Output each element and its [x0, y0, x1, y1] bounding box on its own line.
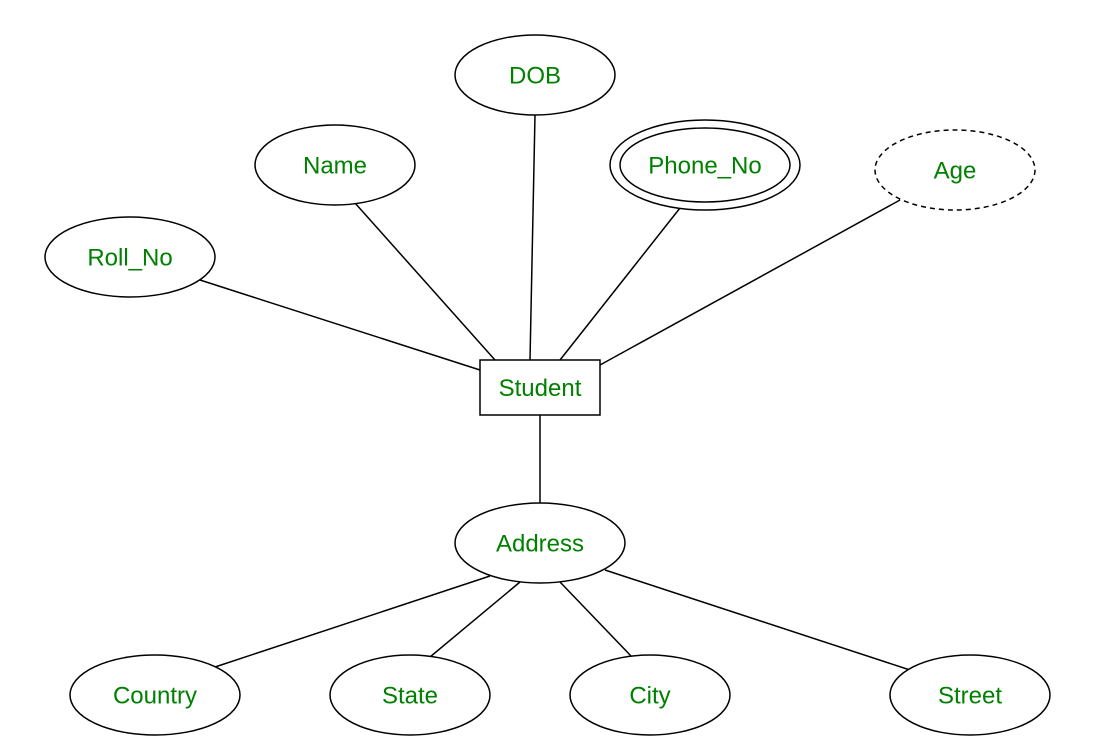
- edge-student-dob: [530, 115, 535, 360]
- attribute-label: City: [629, 682, 670, 709]
- attribute-name: Name: [255, 125, 415, 205]
- attribute-city: City: [570, 655, 730, 735]
- edge-address-city: [560, 582, 632, 657]
- attribute-dob: DOB: [455, 35, 615, 115]
- entity-student: Student: [480, 360, 600, 415]
- attribute-state: State: [330, 655, 490, 735]
- edge-address-country: [215, 576, 490, 667]
- attribute-phone_no: Phone_No: [610, 120, 800, 210]
- entity-label: Student: [499, 375, 582, 402]
- attribute-label: Age: [934, 157, 977, 184]
- attribute-label: Name: [303, 152, 367, 179]
- nodes-layer: Student Roll_No Name DOB Phone_No Age Address C…: [45, 35, 1050, 735]
- attribute-country: Country: [70, 655, 240, 735]
- attribute-roll_no: Roll_No: [45, 217, 215, 297]
- attribute-label: Roll_No: [87, 244, 172, 271]
- attribute-label: DOB: [509, 62, 561, 89]
- edge-student-age: [600, 200, 900, 365]
- attribute-label: Street: [938, 682, 1002, 709]
- edge-address-state: [430, 582, 520, 657]
- edge-student-phone_no: [560, 208, 680, 360]
- attribute-label: State: [382, 682, 438, 709]
- attribute-label: Phone_No: [648, 152, 761, 179]
- attribute-street: Street: [890, 655, 1050, 735]
- attribute-address: Address: [455, 503, 625, 583]
- attribute-age: Age: [875, 130, 1035, 210]
- attribute-label: Address: [496, 530, 584, 557]
- attribute-label: Country: [113, 682, 197, 709]
- er-diagram: Student Roll_No Name DOB Phone_No Age Address C…: [0, 0, 1112, 753]
- edge-student-roll_no: [200, 280, 480, 370]
